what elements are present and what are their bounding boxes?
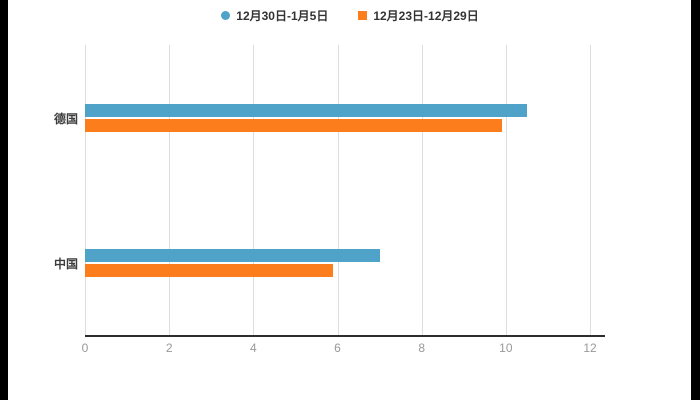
- legend-label: 12月23日-12月29日: [373, 9, 479, 23]
- legend-marker-circle-icon: [221, 11, 231, 20]
- gridline: [85, 45, 86, 335]
- legend: 12月30日-1月5日 12月23日-12月29日: [0, 7, 700, 24]
- x-tick-label: 8: [418, 341, 425, 355]
- x-tick-label: 0: [81, 341, 89, 355]
- x-axis-line: [85, 335, 605, 337]
- gridline: [505, 45, 507, 335]
- x-tick-label: 12: [583, 341, 597, 355]
- left-black-border: [0, 0, 8, 400]
- legend-marker-square-icon: [358, 11, 368, 20]
- bar-series2[interactable]: [85, 118, 502, 132]
- legend-item[interactable]: 12月23日-12月29日: [358, 7, 479, 24]
- bar-series1[interactable]: [85, 248, 380, 262]
- plot-area: [85, 45, 591, 335]
- category-label: 德国: [53, 111, 78, 126]
- x-tick-label: 4: [249, 341, 257, 355]
- gridline: [169, 45, 171, 335]
- bar-series1[interactable]: [85, 103, 527, 117]
- right-black-border: [691, 0, 700, 400]
- legend-item[interactable]: 12月30日-1月5日: [221, 7, 328, 24]
- gridline: [590, 45, 591, 335]
- gridline: [253, 45, 255, 335]
- category-label: 中国: [53, 256, 78, 271]
- bar-series2[interactable]: [85, 263, 334, 277]
- x-tick-label: 10: [499, 341, 513, 355]
- x-tick-label: 2: [165, 341, 173, 355]
- gridline: [421, 45, 423, 335]
- x-tick-label: 6: [334, 341, 341, 355]
- legend-label: 12月30日-1月5日: [236, 9, 329, 23]
- gridline: [337, 45, 339, 335]
